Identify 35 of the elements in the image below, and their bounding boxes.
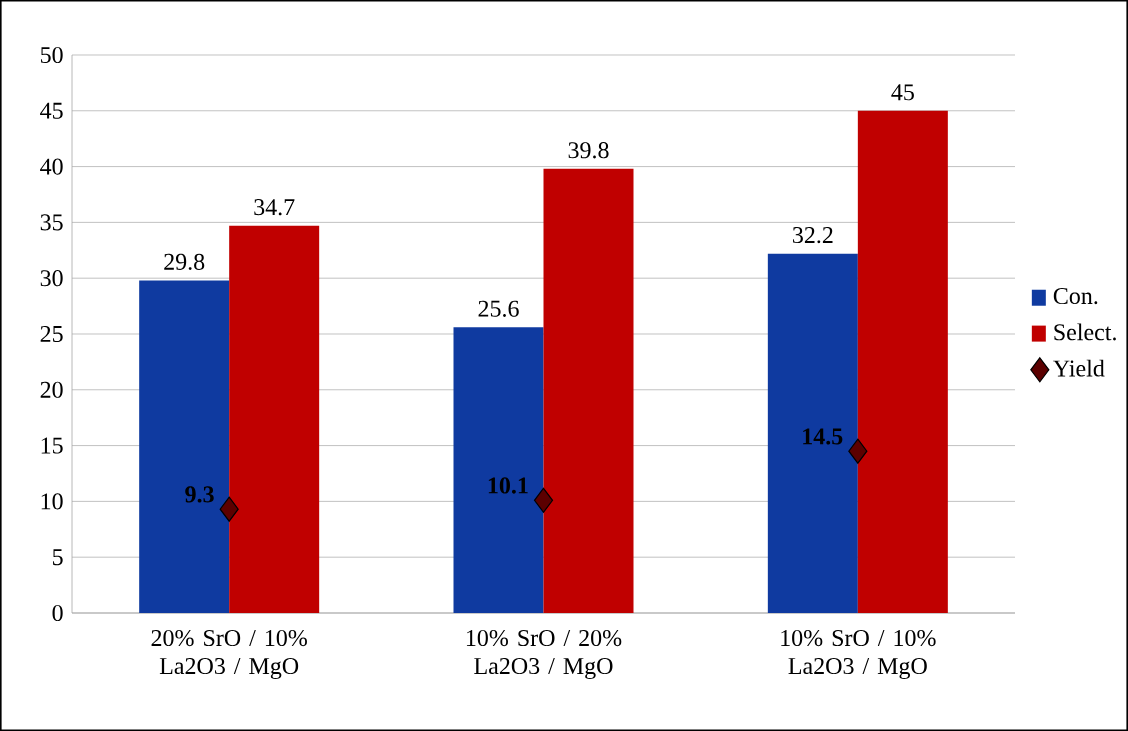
y-tick-label: 20 [40, 381, 63, 398]
legend-label: Con. [1053, 287, 1098, 305]
data-label: 25.6 [478, 300, 519, 317]
data-label: 32.2 [793, 226, 833, 244]
data-label: 10.1 [488, 477, 528, 494]
y-tick-label: 45 [40, 102, 63, 119]
bar [543, 168, 634, 613]
data-label: 9.3 [185, 486, 214, 503]
data-label: 45 [891, 84, 914, 101]
bar [229, 225, 320, 613]
x-tick-label: 20% SrO / 10% La2O3 / MgO [151, 629, 307, 680]
bar [857, 110, 948, 613]
point [219, 496, 239, 522]
y-tick-label: 30 [40, 270, 63, 287]
y-tick-label: 50 [40, 46, 63, 64]
data-label: 14.5 [803, 428, 843, 445]
y-tick-label: 40 [40, 158, 63, 175]
data-label: 29.8 [164, 253, 205, 271]
bar [453, 327, 544, 613]
data-label: 39.8 [568, 142, 609, 159]
y-tick-label: 0 [52, 604, 63, 622]
y-tick-label: 5 [52, 549, 63, 566]
point [533, 487, 554, 513]
bar [767, 253, 858, 613]
bar [139, 280, 230, 613]
x-tick-label: 10% SrO / 20% La2O3 / MgO [466, 629, 622, 680]
data-label: 34.7 [254, 199, 295, 216]
y-tick-label: 10 [41, 493, 63, 510]
legend-label: Select. [1054, 323, 1116, 341]
y-tick-label: 35 [40, 214, 63, 231]
y-tick-label: 25 [40, 325, 63, 343]
legend-label: Yield [1053, 359, 1105, 377]
x-tick-label: 10% SrO / 10% La2O3 / MgO [781, 629, 936, 680]
point [848, 438, 868, 464]
y-tick-label: 15 [41, 437, 63, 454]
